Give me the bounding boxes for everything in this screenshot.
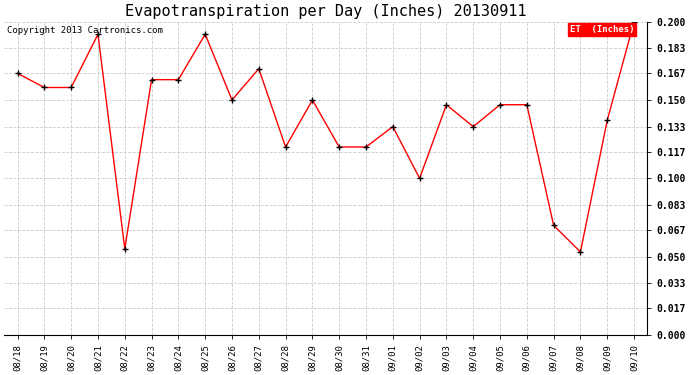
Text: ET  (Inches): ET (Inches): [570, 25, 635, 34]
Text: Copyright 2013 Cartronics.com: Copyright 2013 Cartronics.com: [8, 26, 164, 35]
Title: Evapotranspiration per Day (Inches) 20130911: Evapotranspiration per Day (Inches) 2013…: [125, 4, 526, 19]
